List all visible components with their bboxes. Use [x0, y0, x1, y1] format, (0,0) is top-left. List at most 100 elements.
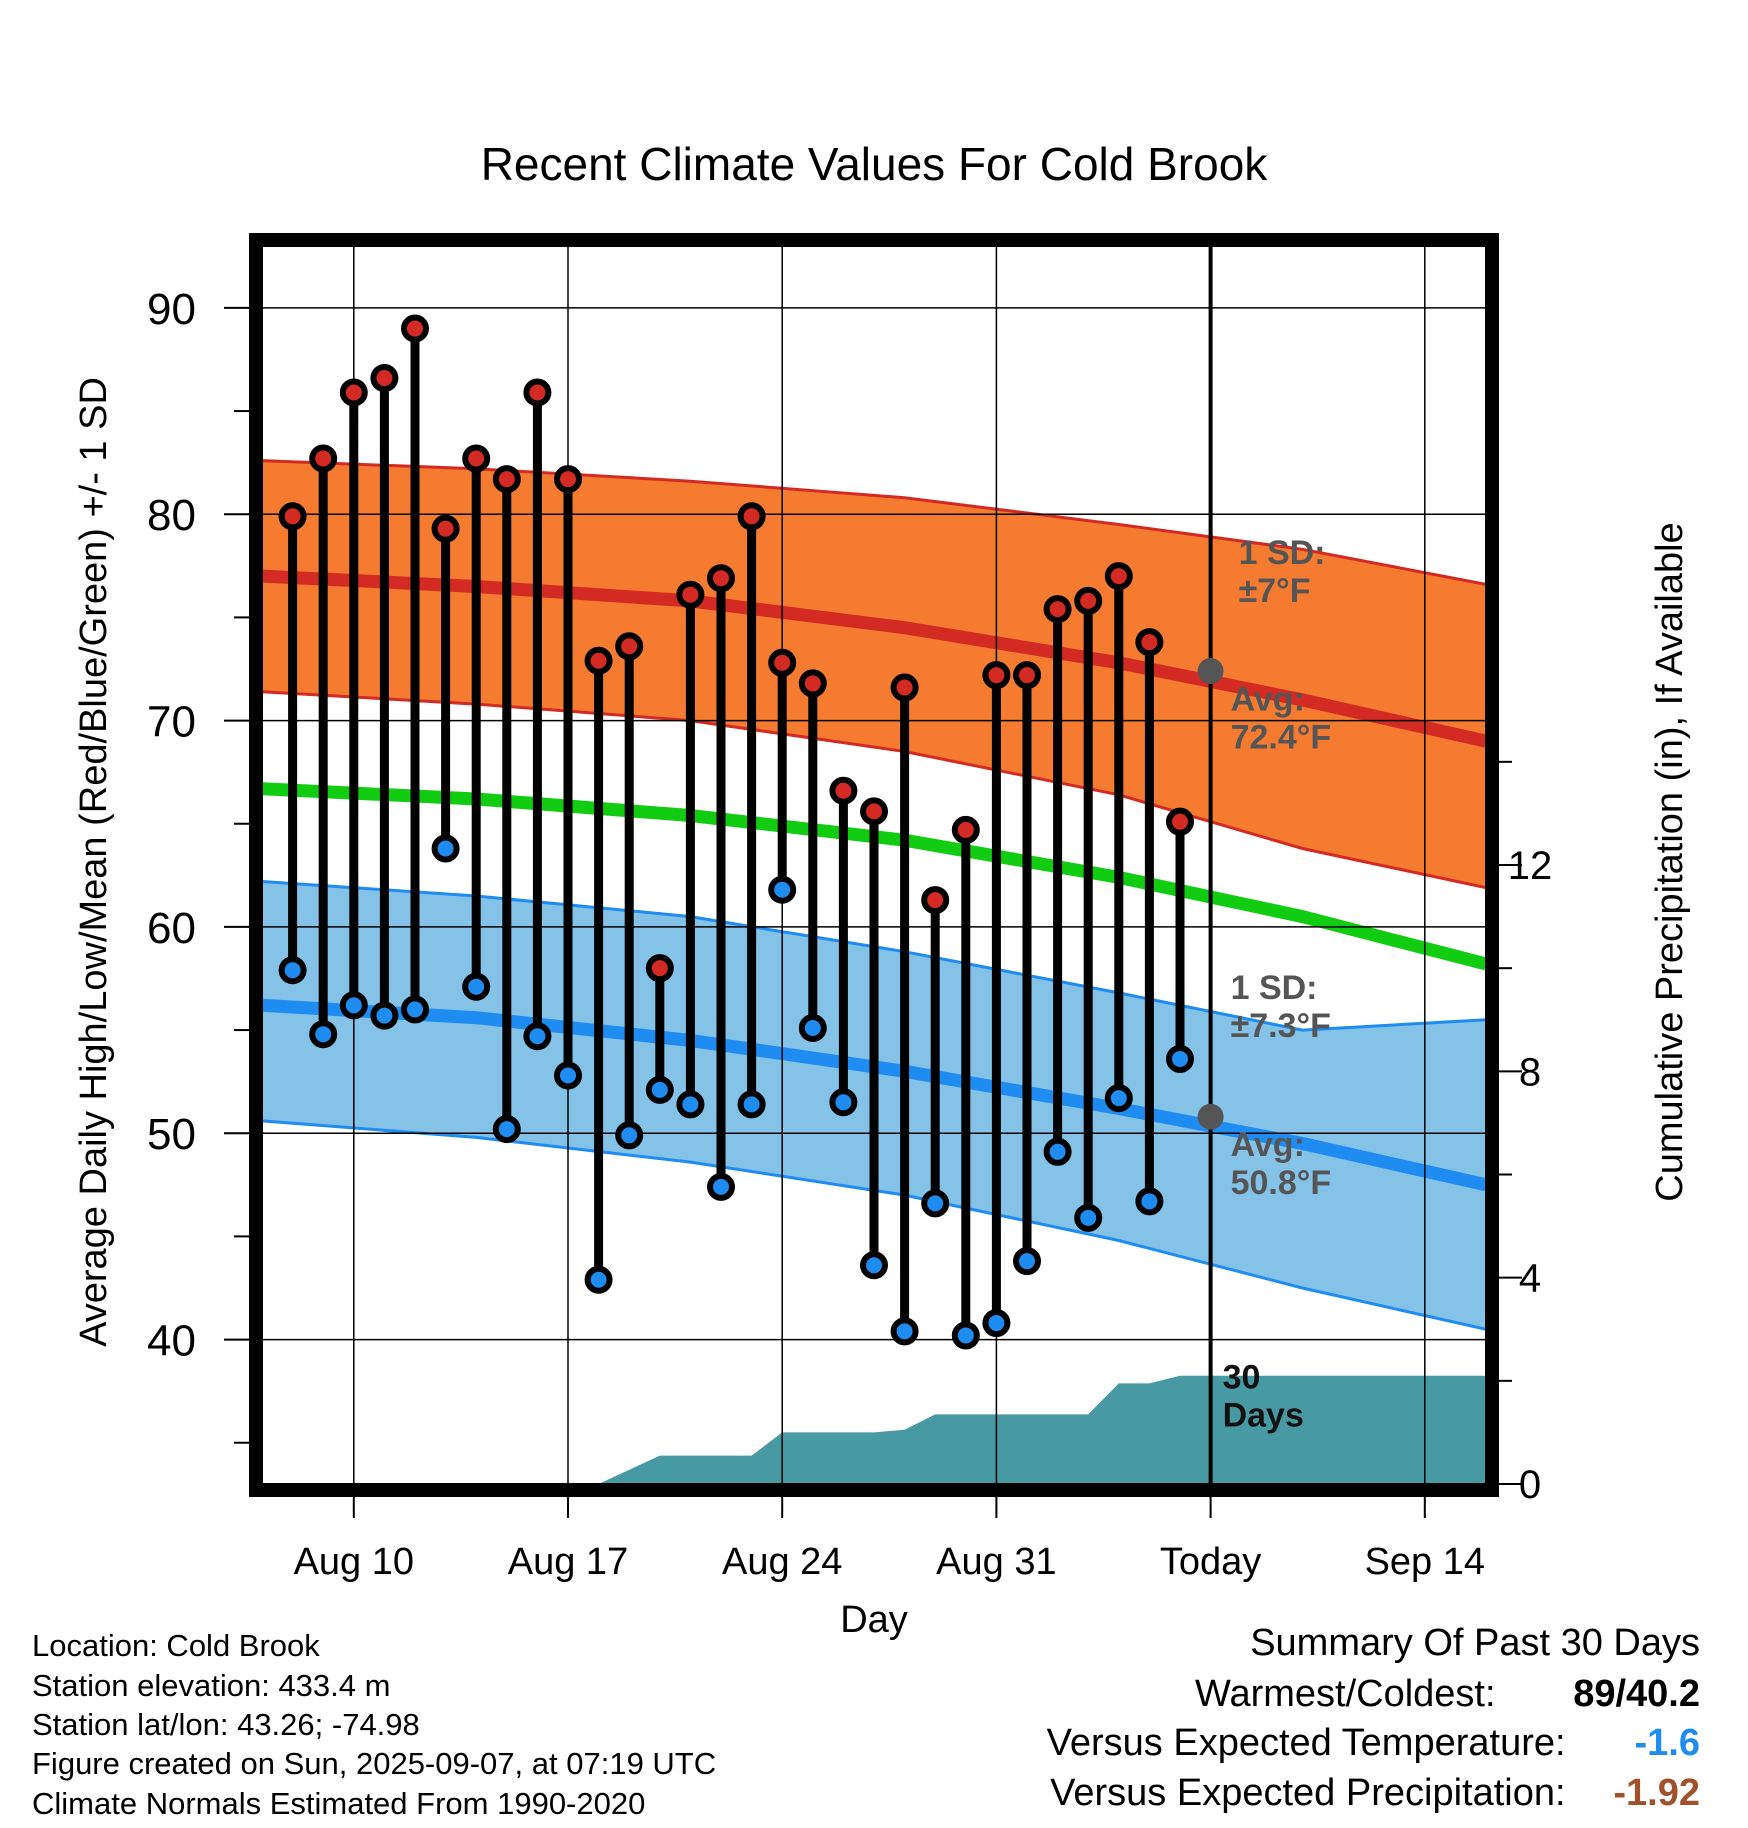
- daily-high-point: [829, 776, 858, 805]
- daily-low-point: [1166, 1044, 1194, 1073]
- warmest-label: Warmest/Coldest:: [1194, 1673, 1496, 1715]
- daily-high-point: [1104, 562, 1133, 591]
- daily-low-point: [951, 1321, 980, 1350]
- latlon-text: Station lat/lon: 43.26; -74.98: [32, 1707, 420, 1742]
- daily-low-point: [982, 1309, 1011, 1338]
- daily-high-point: [921, 886, 950, 915]
- daily-low-point: [584, 1265, 613, 1294]
- daily-low-point: [309, 1020, 338, 1049]
- y-tick-label: 80: [147, 491, 196, 540]
- daily-low-point: [615, 1121, 644, 1150]
- chart-title: Recent Climate Values For Cold Brook: [481, 138, 1269, 190]
- daily-high-point: [1135, 628, 1164, 657]
- daily-low-point: [737, 1090, 766, 1119]
- daily-high-point: [951, 815, 980, 844]
- today-high-avg-marker: [1197, 658, 1224, 685]
- elevation-text: Station elevation: 433.4 m: [32, 1668, 391, 1703]
- today-low-avg-marker: [1197, 1103, 1224, 1130]
- low-avg-annotation: Avg: 50.8°F: [1231, 1126, 1332, 1202]
- daily-low-point: [1135, 1187, 1164, 1216]
- location-text: Location: Cold Brook: [32, 1628, 320, 1663]
- normals-text: Climate Normals Estimated From 1990-2020: [32, 1786, 646, 1821]
- precip-departure-value: -1.92: [1613, 1772, 1700, 1814]
- daily-low-point: [1104, 1084, 1133, 1113]
- x-tick-label: Sep 14: [1365, 1541, 1485, 1583]
- y2-axis-label: Cumulative Precipitation (in), If Availa…: [1649, 522, 1691, 1201]
- precip-window-annotation: 30 Days: [1223, 1359, 1304, 1435]
- daily-low-point: [890, 1317, 919, 1346]
- temp-departure-label: Versus Expected Temperature:: [1046, 1722, 1566, 1764]
- daily-high-point: [462, 444, 491, 473]
- y-tick-label: 50: [147, 1110, 196, 1159]
- daily-low-point: [768, 875, 797, 904]
- low-sd-annotation: 1 SD: ±7.3°F: [1231, 969, 1331, 1045]
- daily-high-point: [645, 954, 674, 983]
- daily-low-point: [401, 995, 429, 1024]
- plot-area: 1 SD: ±7°F Avg: 72.4°F 1 SD: ±7.3°F Avg: 50.8°F…: [147, 233, 1553, 1583]
- daily-high-point: [278, 502, 307, 531]
- daily-high-point: [707, 564, 735, 593]
- daily-low-point: [370, 1001, 399, 1030]
- plot-content: 1 SD: ±7°F Avg: 72.4°F 1 SD: ±7.3°F Avg: 50.8°F…: [262, 246, 1486, 1484]
- daily-low-point: [431, 834, 460, 863]
- y-tick-label: 40: [147, 1317, 196, 1366]
- plot-frame: [249, 233, 1499, 1497]
- y2-tick-label: 12: [1508, 844, 1553, 888]
- high-avg-annotation: Avg: 72.4°F: [1231, 680, 1332, 756]
- daily-high-point: [554, 465, 582, 494]
- y-tick-label: 90: [147, 285, 196, 334]
- daily-low-point: [1074, 1203, 1103, 1232]
- warmest-value: 89/40.2: [1573, 1673, 1700, 1715]
- daily-high-point: [615, 632, 644, 661]
- temp-departure-value: -1.6: [1634, 1722, 1700, 1764]
- daily-high-point: [1043, 595, 1072, 624]
- daily-high-point: [339, 378, 368, 407]
- daily-high-point: [584, 646, 613, 675]
- y2-tick-label: 0: [1519, 1463, 1541, 1507]
- daily-low-point: [554, 1061, 582, 1090]
- y2-tick-label: 4: [1519, 1257, 1541, 1301]
- daily-low-point: [523, 1022, 552, 1051]
- daily-low-point: [829, 1088, 858, 1117]
- daily-high-point: [768, 648, 797, 677]
- daily-high-point: [370, 364, 399, 393]
- daily-low-point: [278, 956, 307, 985]
- x-tick-label: Aug 31: [936, 1541, 1056, 1583]
- daily-low-point: [492, 1115, 521, 1144]
- daily-high-point: [431, 514, 460, 543]
- daily-low-point: [676, 1090, 705, 1119]
- daily-high-point: [1074, 586, 1103, 615]
- summary-title: Summary Of Past 30 Days: [1250, 1622, 1700, 1664]
- daily-high-point: [737, 502, 766, 531]
- daily-high-point: [401, 314, 429, 343]
- x-tick-label: Today: [1160, 1541, 1261, 1583]
- x-axis-label: Day: [840, 1599, 908, 1641]
- daily-low-point: [707, 1172, 735, 1201]
- y-tick-label: 70: [147, 698, 196, 747]
- y-tick-label: 60: [147, 904, 196, 953]
- daily-high-point: [1013, 661, 1041, 690]
- daily-high-point: [860, 797, 888, 826]
- y-axis-label: Average Daily High/Low/Mean (Red/Blue/Gr…: [73, 377, 115, 1347]
- daily-low-point: [860, 1251, 888, 1280]
- created-text: Figure created on Sun, 2025-09-07, at 07…: [32, 1746, 717, 1781]
- daily-high-point: [523, 378, 552, 407]
- daily-high-point: [1166, 807, 1194, 836]
- daily-low-point: [798, 1014, 827, 1043]
- x-tick-label: Aug 24: [722, 1541, 842, 1583]
- daily-low-point: [645, 1075, 674, 1104]
- y2-tick-label: 8: [1519, 1050, 1541, 1094]
- x-tick-label: Aug 10: [294, 1541, 414, 1583]
- daily-low-point: [1013, 1247, 1041, 1276]
- precip-area: [598, 1375, 1486, 1484]
- daily-high-point: [676, 580, 705, 609]
- precip-departure-label: Versus Expected Precipitation:: [1050, 1772, 1566, 1814]
- high-sd-annotation: 1 SD: ±7°F: [1239, 534, 1326, 610]
- daily-high-point: [492, 465, 521, 494]
- daily-high-point: [309, 444, 338, 473]
- x-tick-label: Aug 17: [508, 1541, 628, 1583]
- daily-low-point: [921, 1189, 950, 1218]
- daily-high-point: [798, 669, 827, 698]
- daily-low-point: [339, 991, 368, 1020]
